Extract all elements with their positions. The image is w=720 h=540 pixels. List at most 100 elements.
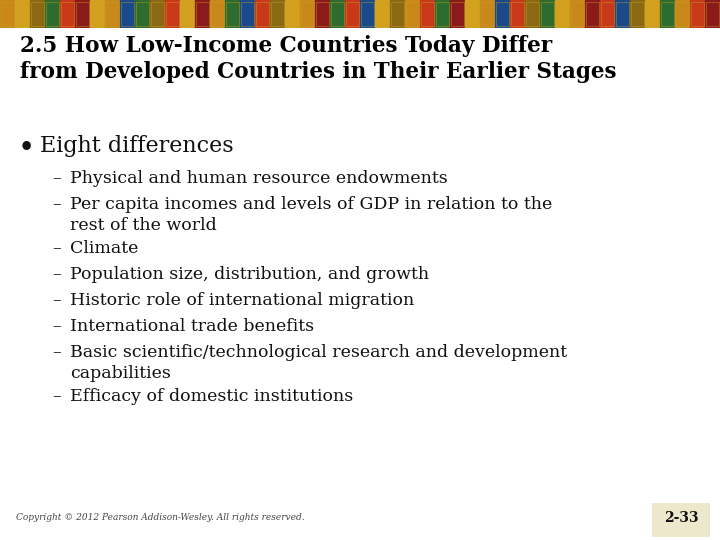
Bar [691, 2, 703, 26]
Bar [76, 2, 89, 26]
Bar [16, 2, 29, 26]
Bar [601, 2, 613, 26]
Bar [465, 0, 480, 28]
Bar [31, 2, 44, 26]
Bar [555, 0, 570, 28]
Bar [270, 0, 285, 28]
Bar [375, 0, 390, 28]
Text: Efficacy of domestic institutions: Efficacy of domestic institutions [70, 388, 354, 405]
Text: Basic scientific/technological research and development
capabilities: Basic scientific/technological research … [70, 344, 567, 382]
Bar [121, 2, 134, 26]
Bar [195, 0, 210, 28]
Bar [300, 0, 315, 28]
Bar [390, 0, 405, 28]
Bar [315, 0, 330, 28]
Text: –: – [52, 292, 60, 309]
Bar [105, 0, 120, 28]
Text: Per capita incomes and levels of GDP in relation to the
rest of the world: Per capita incomes and levels of GDP in … [70, 196, 552, 234]
Bar [451, 2, 464, 26]
Bar [511, 2, 523, 26]
Bar [645, 0, 660, 28]
Bar [361, 2, 374, 26]
Text: –: – [52, 170, 60, 187]
Bar [271, 2, 284, 26]
Text: Copyright © 2012 Pearson Addison-Wesley. All rights reserved.: Copyright © 2012 Pearson Addison-Wesley.… [16, 514, 305, 523]
Bar [180, 0, 195, 28]
Bar [210, 0, 225, 28]
Bar [181, 2, 194, 26]
Bar [647, 2, 659, 26]
Bar [0, 0, 15, 28]
Bar [421, 2, 433, 26]
Text: 2-33: 2-33 [664, 511, 698, 525]
Bar [60, 0, 75, 28]
Bar [631, 2, 644, 26]
Bar [107, 2, 119, 26]
Bar [526, 2, 539, 26]
Text: –: – [52, 266, 60, 283]
Bar [675, 0, 690, 28]
Bar [255, 0, 270, 28]
Bar [660, 0, 675, 28]
Text: International trade benefits: International trade benefits [70, 318, 314, 335]
Bar [690, 0, 705, 28]
Bar [226, 2, 239, 26]
Bar [241, 2, 254, 26]
Bar [91, 2, 104, 26]
Text: –: – [52, 344, 60, 361]
Bar [570, 0, 585, 28]
Bar [331, 2, 344, 26]
Bar [150, 0, 165, 28]
Bar [316, 2, 329, 26]
Bar [376, 2, 389, 26]
Bar [135, 0, 150, 28]
Bar [120, 0, 135, 28]
Text: –: – [52, 240, 60, 257]
Bar [630, 0, 645, 28]
Bar [676, 2, 689, 26]
Bar [90, 0, 105, 28]
Bar [75, 0, 90, 28]
Bar [225, 0, 240, 28]
Bar [1, 2, 14, 26]
Bar [481, 2, 494, 26]
Bar [571, 2, 584, 26]
Bar [30, 0, 45, 28]
Bar [136, 2, 149, 26]
Bar [405, 0, 420, 28]
Bar [240, 0, 255, 28]
Bar [151, 2, 163, 26]
Text: –: – [52, 318, 60, 335]
Text: –: – [52, 196, 60, 213]
Bar [165, 0, 180, 28]
Bar [330, 0, 345, 28]
Bar [435, 0, 450, 28]
Bar [510, 0, 525, 28]
Bar [586, 2, 599, 26]
Bar [615, 0, 630, 28]
Bar [287, 2, 299, 26]
Bar [450, 0, 465, 28]
Text: Population size, distribution, and growth: Population size, distribution, and growt… [70, 266, 429, 283]
Bar [496, 2, 509, 26]
Text: Physical and human resource endowments: Physical and human resource endowments [70, 170, 448, 187]
Text: Eight differences: Eight differences [40, 135, 233, 157]
Bar [706, 2, 719, 26]
Bar [15, 0, 30, 28]
Text: •: • [18, 135, 35, 163]
Bar [46, 2, 59, 26]
Bar [495, 0, 510, 28]
Bar [556, 2, 569, 26]
Bar [360, 0, 375, 28]
Bar [45, 0, 60, 28]
Bar [391, 2, 404, 26]
Bar [467, 2, 479, 26]
Bar [166, 2, 179, 26]
Text: 2.5 How Low-Income Countries Today Differ
from Developed Countries in Their Earl: 2.5 How Low-Income Countries Today Diffe… [20, 35, 616, 83]
Text: –: – [52, 388, 60, 405]
Bar [585, 0, 600, 28]
FancyBboxPatch shape [652, 503, 710, 537]
Bar [480, 0, 495, 28]
Bar [211, 2, 224, 26]
Bar [525, 0, 540, 28]
